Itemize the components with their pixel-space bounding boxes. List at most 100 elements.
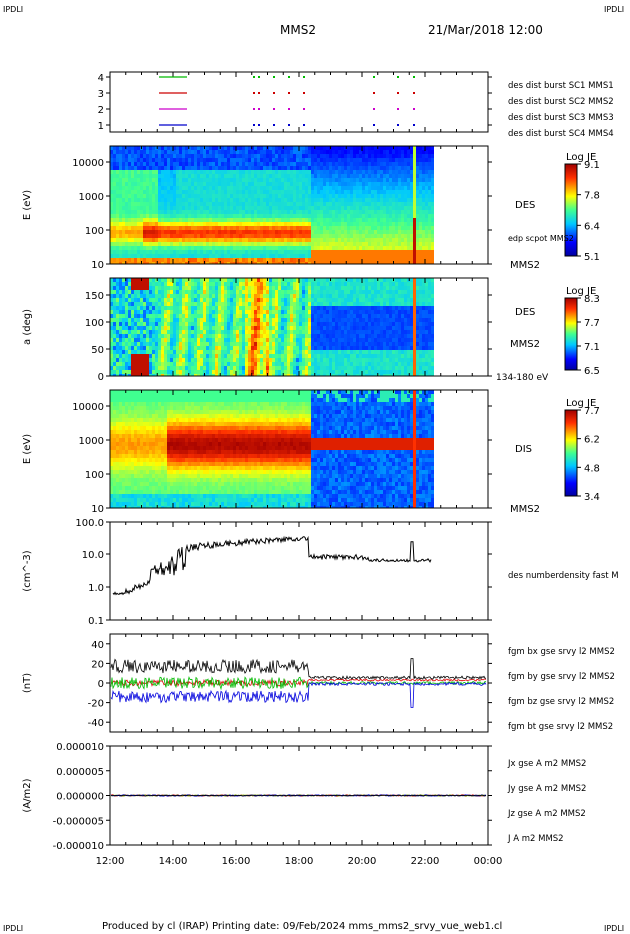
- spectrogram-cell: [176, 314, 179, 318]
- spectrogram-cell: [281, 326, 284, 330]
- spectrogram-cell: [290, 366, 293, 370]
- spectrogram-cell: [224, 370, 227, 374]
- spectrogram-cell: [119, 154, 122, 158]
- spectrogram-cell: [431, 194, 434, 198]
- spectrogram-cell: [224, 290, 227, 294]
- spectrogram-cell: [395, 194, 398, 198]
- spectrogram-cell: [137, 334, 140, 338]
- spectrogram-cell: [278, 278, 281, 282]
- spectrogram-cell: [203, 202, 206, 206]
- spectrogram-cell: [389, 238, 392, 242]
- spectrogram-cell: [335, 146, 338, 150]
- spectrogram-cell: [263, 218, 266, 222]
- spectrogram-cell: [356, 154, 359, 158]
- spectrogram-cell: [332, 202, 335, 206]
- spectrogram-cell: [116, 170, 119, 174]
- spectrogram-cell: [248, 322, 251, 326]
- spectrogram-cell: [209, 194, 212, 198]
- spectrogram-cell: [194, 330, 197, 334]
- spectrogram-cell: [371, 198, 374, 202]
- spectrogram-cell: [314, 202, 317, 206]
- spectrogram-cell: [125, 374, 128, 376]
- spectrogram-cell: [272, 202, 275, 206]
- spectrogram-cell: [203, 366, 206, 370]
- spectrogram-cell: [296, 146, 299, 150]
- spectrogram-cell: [347, 154, 350, 158]
- spectrogram-cell: [266, 290, 269, 294]
- spectrogram-cell: [248, 306, 251, 310]
- spectrogram-cell: [155, 318, 158, 322]
- spectrogram-cell: [260, 250, 263, 254]
- spectrogram-cell: [293, 318, 296, 322]
- spectrogram-cell: [227, 162, 230, 166]
- spectrogram-cell: [284, 242, 287, 246]
- spectrogram-cell: [167, 326, 170, 330]
- spectrogram-cell: [188, 290, 191, 294]
- spectrogram-cell: [137, 366, 140, 370]
- spectrogram-cell: [245, 330, 248, 334]
- spectrogram-cell: [125, 194, 128, 198]
- spectrogram-cell: [254, 182, 257, 186]
- spectrogram-cell: [257, 226, 260, 230]
- spectrogram-cell: [203, 210, 206, 214]
- spectrogram-cell: [140, 210, 143, 214]
- spectrogram-cell: [185, 290, 188, 294]
- spectrogram-cell: [266, 194, 269, 198]
- burst-mark: [373, 92, 375, 94]
- spectrogram-cell: [215, 170, 218, 174]
- spectrogram-cell: [209, 190, 212, 194]
- spectrogram-cell: [113, 214, 116, 218]
- spectrogram-cell: [167, 150, 170, 154]
- spectrogram-cell: [275, 286, 278, 290]
- spectrogram-cell: [134, 370, 137, 374]
- spectrogram-cell: [170, 226, 173, 230]
- spectrogram-cell: [260, 178, 263, 182]
- spectrogram-cell: [311, 258, 314, 262]
- spectrogram-cell: [287, 214, 290, 218]
- spectrogram-cell: [260, 258, 263, 262]
- spectrogram-cell: [353, 218, 356, 222]
- spectrogram-cell: [179, 238, 182, 242]
- spectrogram-cell: [227, 306, 230, 310]
- spectrogram-cell: [146, 214, 149, 218]
- spectrogram-cell: [308, 206, 311, 210]
- spectrogram-cell: [203, 158, 206, 162]
- spectrogram-cell: [155, 222, 158, 226]
- spectrogram-cell: [137, 338, 140, 342]
- spectrogram-cell: [419, 154, 422, 158]
- spectrogram-cell: [275, 194, 278, 198]
- spectrogram-cell: [203, 226, 206, 230]
- spectrogram-cell: [197, 182, 200, 186]
- spectrogram-cell: [269, 326, 272, 330]
- spectrogram-cell: [248, 166, 251, 170]
- spectrogram-cell: [134, 362, 137, 366]
- spectrogram-cell: [113, 230, 116, 234]
- spectrogram-cell: [341, 210, 344, 214]
- spectrogram-cell: [311, 162, 314, 166]
- spectrogram-cell: [296, 170, 299, 174]
- spectrogram-cell: [263, 210, 266, 214]
- spectrogram-cell: [152, 146, 155, 150]
- spectrogram-cell: [119, 302, 122, 306]
- spectrogram-cell: [191, 294, 194, 298]
- spectrogram-cell: [185, 210, 188, 214]
- spectrogram-cell: [212, 318, 215, 322]
- spectrogram-cell: [227, 166, 230, 170]
- spectrogram-cell: [191, 218, 194, 222]
- spectrogram-cell: [200, 246, 203, 250]
- spectrogram-cell: [242, 286, 245, 290]
- spectrogram-cell: [428, 238, 431, 242]
- spectrogram-cell: [197, 258, 200, 262]
- spectrogram-cell: [365, 238, 368, 242]
- spectrogram-cell: [431, 222, 434, 226]
- spectrogram-cell: [239, 362, 242, 366]
- spectrogram-cell: [287, 310, 290, 314]
- spectrogram-cell: [119, 298, 122, 302]
- spectrogram-cell: [248, 174, 251, 178]
- spectrogram-cell: [320, 258, 323, 262]
- spectrogram-cell: [302, 150, 305, 154]
- spectrogram-cell: [395, 258, 398, 262]
- spectrogram-cell: [182, 298, 185, 302]
- spectrogram-cell: [233, 358, 236, 362]
- spectrogram-cell: [227, 190, 230, 194]
